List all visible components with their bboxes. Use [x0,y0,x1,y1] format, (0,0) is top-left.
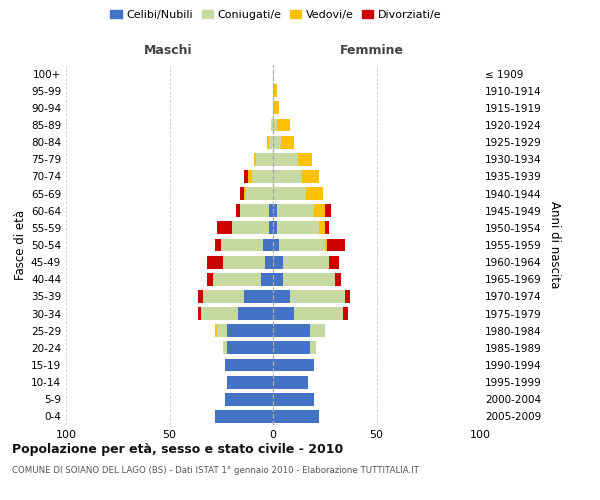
Bar [273,307,294,320]
Bar [256,153,273,166]
Bar [240,187,244,200]
Bar [273,136,281,148]
Bar [329,256,339,268]
Bar [244,290,273,303]
Bar [217,222,232,234]
Text: COMUNE DI SOIANO DEL LAGO (BS) - Dati ISTAT 1° gennaio 2010 - Elaborazione TUTTI: COMUNE DI SOIANO DEL LAGO (BS) - Dati IS… [12,466,419,475]
Bar [227,376,273,388]
Bar [238,307,273,320]
Bar [217,324,227,337]
Bar [254,153,256,166]
Bar [263,238,273,252]
Text: Popolazione per età, sesso e stato civile - 2010: Popolazione per età, sesso e stato civil… [12,442,343,456]
Bar [273,187,306,200]
Bar [310,324,325,337]
Bar [277,118,290,132]
Bar [227,324,273,337]
Bar [253,170,273,183]
Bar [215,238,221,252]
Bar [325,204,331,217]
Bar [273,342,310,354]
Bar [226,393,273,406]
Legend: Celibi/Nubili, Coniugati/e, Vedovi/e, Divorziati/e: Celibi/Nubili, Coniugati/e, Vedovi/e, Di… [106,6,446,25]
Bar [343,307,347,320]
Y-axis label: Anni di nascita: Anni di nascita [548,202,561,288]
Bar [273,410,319,423]
Bar [273,256,283,268]
Bar [279,238,325,252]
Bar [203,290,244,303]
Bar [221,238,263,252]
Bar [271,118,273,132]
Bar [346,290,350,303]
Bar [314,204,325,217]
Bar [226,358,273,372]
Bar [294,307,343,320]
Bar [273,290,290,303]
Bar [223,256,265,268]
Bar [306,187,323,200]
Bar [273,170,302,183]
Bar [310,342,316,354]
Bar [281,136,294,148]
Bar [277,222,319,234]
Bar [298,153,313,166]
Bar [248,170,253,183]
Bar [232,222,269,234]
Bar [200,307,238,320]
Bar [273,376,308,388]
Bar [283,256,329,268]
Bar [273,238,279,252]
Bar [260,273,273,285]
Bar [236,204,240,217]
Y-axis label: Fasce di età: Fasce di età [14,210,27,280]
Bar [215,410,273,423]
Bar [325,238,327,252]
Bar [302,170,319,183]
Bar [273,393,314,406]
Bar [265,256,273,268]
Bar [273,273,283,285]
Bar [290,290,346,303]
Bar [269,222,273,234]
Bar [273,153,298,166]
Bar [207,273,213,285]
Bar [269,204,273,217]
Bar [207,256,223,268]
Bar [269,136,273,148]
Bar [199,307,200,320]
Text: Femmine: Femmine [340,44,404,58]
Bar [246,187,273,200]
Bar [199,290,203,303]
Bar [227,342,273,354]
Bar [273,324,310,337]
Text: Maschi: Maschi [143,44,193,58]
Bar [273,204,277,217]
Bar [215,324,217,337]
Bar [273,102,279,114]
Bar [223,342,227,354]
Bar [283,273,335,285]
Bar [213,273,260,285]
Bar [277,204,314,217]
Bar [273,358,314,372]
Bar [267,136,269,148]
Bar [273,84,277,97]
Bar [273,118,277,132]
Bar [244,187,246,200]
Bar [327,238,346,252]
Bar [244,170,248,183]
Bar [319,222,325,234]
Bar [273,222,277,234]
Bar [335,273,341,285]
Bar [240,204,269,217]
Bar [325,222,329,234]
